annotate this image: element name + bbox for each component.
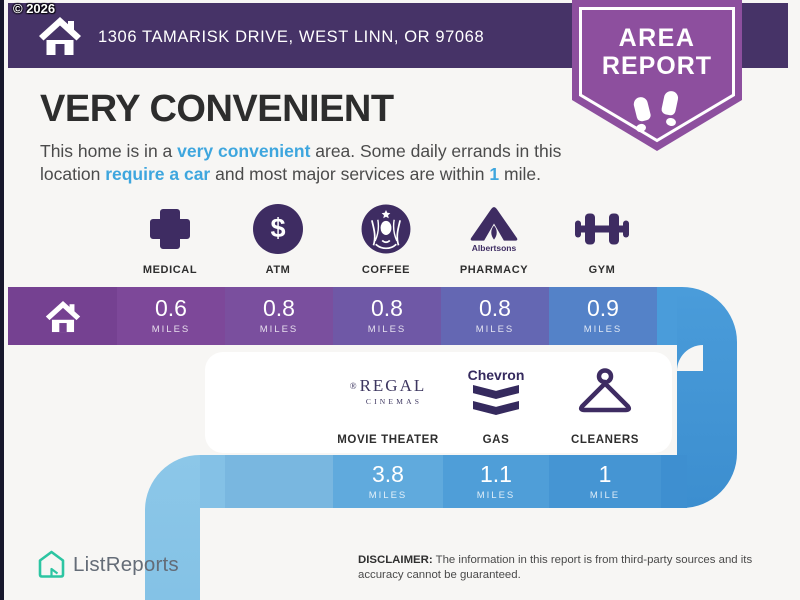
registered-mark-icon: ® xyxy=(349,381,357,391)
route-segment xyxy=(661,455,687,508)
distance-cell-medical: 0.6 MILES xyxy=(117,287,225,345)
amenity-medical: MEDICAL xyxy=(116,200,224,276)
distance-bar-bottom: 3.8 MILES 1.1 MILES 1 MILE xyxy=(200,455,687,508)
amenity-card-bottom: ® REGAL CINEMAS MOVIE THEATER Chevron GA… xyxy=(205,352,672,453)
albertsons-logo xyxy=(470,206,518,241)
route-inner-corner xyxy=(200,508,226,534)
chevron-logo: Chevron xyxy=(416,358,576,424)
route-left-column xyxy=(145,455,200,600)
disclaimer-label: DISCLAIMER: xyxy=(358,554,433,566)
description-highlight: very convenient xyxy=(177,141,311,161)
amenity-label: GAS xyxy=(482,434,510,446)
route-segment xyxy=(225,455,333,508)
regal-cinemas-logo: ® REGAL CINEMAS xyxy=(349,376,427,406)
distance-cell-movie-theater: 3.8 MILES xyxy=(333,455,443,508)
amenity-row-top: MEDICAL $ ATM COFFEE xyxy=(116,200,656,276)
listreports-brand: ListReports xyxy=(38,550,179,579)
description-run: area. Some daily errands in this locatio… xyxy=(40,141,562,185)
amenity-movie-theater: ® REGAL CINEMAS MOVIE THEATER xyxy=(308,358,468,450)
amenity-atm: $ ATM xyxy=(224,200,332,276)
amenity-cleaners: CLEANERS xyxy=(525,358,685,450)
amenity-label: CLEANERS xyxy=(570,434,640,446)
description-text: This home is in a very convenient area. … xyxy=(40,140,585,186)
description-run: mile. xyxy=(499,164,541,185)
distance-bar-top: 0.6 MILES 0.8 MILES 0.8 MILES 0.8 MILES 0.9 M… xyxy=(8,287,677,345)
description-highlight: require a car xyxy=(105,164,211,185)
distance-cell-gas: 1.1 MILES xyxy=(443,455,549,508)
amenity-gym: GYM xyxy=(548,200,656,276)
chevron-stripe-icon xyxy=(473,401,519,415)
amenity-label: GYM xyxy=(588,264,616,276)
hanger-icon xyxy=(578,367,632,412)
amenity-coffee: COFFEE xyxy=(332,200,440,276)
chevron-stripe-icon xyxy=(473,385,519,399)
area-report-badge: AREA REPORT xyxy=(572,0,742,152)
route-right-column xyxy=(677,287,737,508)
distance-cell-coffee: 0.8 MILES xyxy=(333,287,441,345)
distance-cell-gym: 0.9 MILES xyxy=(549,287,657,345)
badge-title-area: AREA xyxy=(618,24,696,52)
amenity-gas: Chevron GAS xyxy=(416,358,576,450)
house-icon xyxy=(45,300,80,332)
badge-ribbon-shape xyxy=(572,0,742,151)
route-segment xyxy=(657,287,677,345)
medical-cross-icon xyxy=(150,209,190,249)
description-run: This home is in a xyxy=(40,141,178,161)
dollar-sign-icon: $ xyxy=(253,204,303,254)
route-start-house-cell xyxy=(8,287,117,345)
distance-cell-pharmacy: 0.8 MILES xyxy=(441,287,549,345)
left-edge-strip xyxy=(0,0,4,600)
amenity-label: MEDICAL xyxy=(142,264,198,276)
albertsons-logo-text: Albertsons xyxy=(471,242,517,253)
copyright-stamp: © 2026 xyxy=(13,1,56,16)
house-icon xyxy=(39,16,81,55)
amenity-label: MOVIE THEATER xyxy=(337,434,439,446)
amenity-label: COFFEE xyxy=(361,264,411,276)
distance-cell-atm: 0.8 MILES xyxy=(225,287,333,345)
property-address: 1306 TAMARISK DRIVE, WEST LINN, OR 97068 xyxy=(98,28,485,46)
amenity-label: PHARMACY xyxy=(459,264,529,276)
badge-title-report: REPORT xyxy=(601,52,713,80)
amenity-pharmacy: Albertsons PHARMACY xyxy=(440,200,548,276)
description-highlight: 1 xyxy=(489,164,500,185)
route-segment xyxy=(200,455,225,508)
amenity-label: ATM xyxy=(265,264,291,276)
brand-name: ListReports xyxy=(73,552,179,576)
listreports-logo-icon xyxy=(38,550,65,578)
description-run: and most major services are within xyxy=(210,164,490,185)
disclaimer-line2: accuracy cannot be guaranteed. xyxy=(358,569,521,582)
dumbbell-icon xyxy=(575,213,629,245)
disclaimer: DISCLAIMER: The information in this repo… xyxy=(358,553,768,583)
distance-cell-cleaners: 1 MILE xyxy=(549,455,661,508)
starbucks-siren-icon xyxy=(361,204,411,254)
disclaimer-line1: The information in this report is from t… xyxy=(435,554,753,566)
page-title: VERY CONVENIENT xyxy=(40,88,394,130)
